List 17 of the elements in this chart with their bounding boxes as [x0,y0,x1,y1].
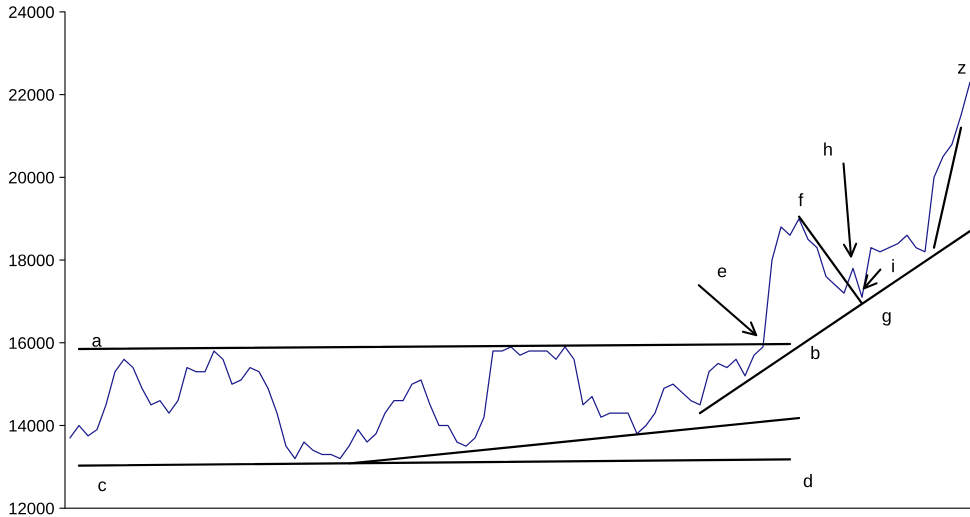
y-tick-label: 18000 [10,254,54,266]
annotation: g [882,312,891,326]
annotation: b [811,346,820,360]
annotation: a [92,336,102,347]
y-tick-label: 14000 [10,420,54,432]
annotation: d [804,474,812,488]
y-tick-label: 12000 [10,502,54,514]
annotation: i [892,259,894,272]
annotation: e [718,267,726,278]
y-tick-label: 20000 [9,172,54,184]
y-tick-label: 16000 [10,337,54,349]
y-tick-label: 24000 [9,6,54,18]
annotation: z [958,64,966,74]
annotation: c [98,481,106,492]
annotation: h [824,142,832,156]
y-tick-label: 22000 [9,89,54,101]
annotation: f [798,193,804,206]
